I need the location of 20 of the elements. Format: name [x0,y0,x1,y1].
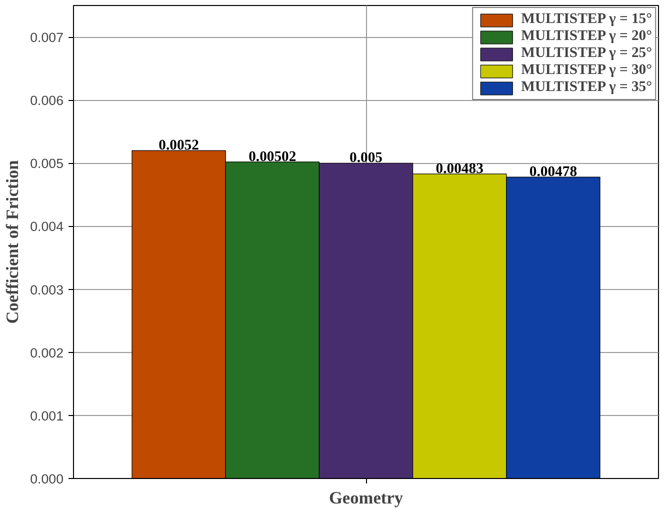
data-label: 0.00483 [436,160,484,177]
y-tick-label: 0.007 [30,30,64,46]
y-tick-label: 0.004 [30,219,64,234]
y-tick-label: 0.002 [30,345,64,360]
legend-label: MULTISTEP γ = 15° [521,11,652,28]
y-tick-label: 0.000 [30,472,64,486]
y-tick-label: 0.006 [30,93,64,108]
y-tick-label: 0.005 [30,156,64,172]
y-tick-label: 0.003 [30,282,64,298]
legend-label: MULTISTEP γ = 20° [521,28,652,45]
data-label: 0.005 [350,150,382,166]
data-label: 0.00478 [529,164,578,180]
legend-label: MULTISTEP γ = 25° [521,45,652,62]
legend-label: MULTISTEP γ = 30° [521,62,652,79]
data-label: 0.0052 [158,138,199,154]
data-label: 0.00502 [248,148,296,165]
x-axis-title: Geometry [328,488,404,508]
legend-label: MULTISTEP γ = 35° [521,79,652,96]
y-tick-label: 0.001 [30,408,64,424]
y-axis-title: Coefficient of Friction [3,160,22,324]
